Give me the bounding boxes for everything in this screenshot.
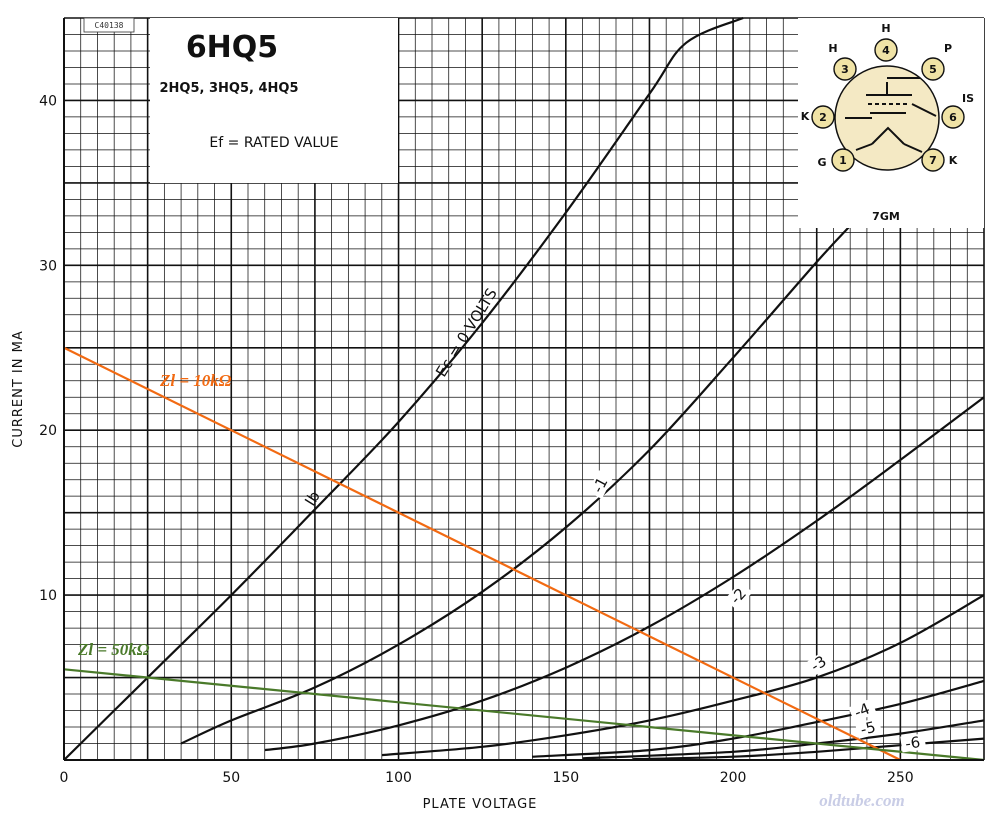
pin-4-label: H xyxy=(881,22,890,35)
plate-curve-2 xyxy=(264,396,985,752)
pin-7-label: K xyxy=(949,154,958,167)
y-tick-label: 30 xyxy=(39,258,57,274)
curve-label-background xyxy=(848,698,877,723)
load-line-label-10k: Zl = 10kΩ xyxy=(159,371,232,390)
pin-2-number: 2 xyxy=(819,111,827,124)
tube-subtitle: 2HQ5, 3HQ5, 4HQ5 xyxy=(160,81,299,96)
watermark: oldtube.com xyxy=(819,791,904,810)
pin-7-circle xyxy=(921,148,945,172)
pin-3-number: 3 xyxy=(841,63,849,76)
tube-envelope xyxy=(834,65,940,171)
axes: 0 50 100 150 200 250 10 20 30 40 PLATE VOLTAGE CURR… xyxy=(11,18,984,812)
y-axis-title: CURRENT IN MA xyxy=(11,330,26,447)
curve-label-background xyxy=(804,650,834,677)
drawing-code-frame xyxy=(83,17,135,33)
x-tick-label: 100 xyxy=(385,770,412,786)
x-axis-title: PLATE VOLTAGE xyxy=(423,797,538,812)
load-line-0 xyxy=(63,346,901,761)
pin-2-circle xyxy=(811,105,835,129)
drawing-code-box: C40138 xyxy=(83,17,135,33)
pin-2-label: K xyxy=(801,110,810,123)
pin-6-number: 6 xyxy=(949,111,957,124)
curve-label-background xyxy=(587,470,614,499)
pin-3-label: H xyxy=(828,42,837,55)
pin-5-circle xyxy=(921,57,945,81)
x-tick-label: 200 xyxy=(720,770,747,786)
electrode-symbol xyxy=(845,77,937,153)
curve-label-6: -6 xyxy=(904,733,921,753)
plate-curve-3 xyxy=(381,594,985,757)
curve-label-5: -5 xyxy=(859,718,878,739)
plate-curve-1 xyxy=(180,225,852,745)
drawing-code: C40138 xyxy=(95,21,124,30)
load-lines xyxy=(63,346,985,762)
load-line-label-50k: Zl = 50kΩ xyxy=(77,640,150,659)
pin-1-number: 1 xyxy=(839,154,847,167)
y-tick-label: 40 xyxy=(39,93,57,109)
pin-6-label: IS xyxy=(962,92,974,105)
title-box: 6HQ5 2HQ5, 3HQ5, 4HQ5 Ef = RATED VALUE xyxy=(150,18,398,183)
tube-title: 6HQ5 xyxy=(186,30,278,65)
pin-4-circle xyxy=(874,38,898,62)
pin-5-label: P xyxy=(944,42,952,55)
x-tick-label: 0 xyxy=(60,770,69,786)
plate-curve-6 xyxy=(632,737,985,761)
curve-label-ib: Ib xyxy=(301,488,324,509)
pin-7-number: 7 xyxy=(929,154,937,167)
pin-5-number: 5 xyxy=(929,63,937,76)
curve-label-1: -1 xyxy=(589,474,612,496)
curve-label-background xyxy=(900,733,927,753)
load-line-1 xyxy=(63,668,985,762)
title-box-background xyxy=(150,18,398,183)
plate-curve-4 xyxy=(532,679,985,758)
plate-curves xyxy=(63,16,985,761)
y-tick-label: 10 xyxy=(39,588,57,604)
pin-3-circle xyxy=(833,57,857,81)
x-tick-label: 50 xyxy=(222,770,240,786)
x-tick-label: 250 xyxy=(887,770,914,786)
y-tick-label: 20 xyxy=(39,423,57,439)
x-tick-label: 150 xyxy=(552,770,579,786)
plate-curve-0 xyxy=(63,16,744,761)
curve-label-4: -4 xyxy=(852,699,873,721)
curve-label-ec0: Ec = 0 VOLTS xyxy=(432,285,501,380)
pin-4-number: 4 xyxy=(882,44,890,57)
basing-code: 7GM xyxy=(872,210,900,223)
pin-1-circle xyxy=(831,148,855,172)
curve-label-background xyxy=(724,581,753,610)
curve-label-background xyxy=(854,717,883,739)
heater-note: Ef = RATED VALUE xyxy=(209,135,338,151)
pin-6-circle xyxy=(941,105,965,129)
pin-1-label: G xyxy=(817,156,826,169)
